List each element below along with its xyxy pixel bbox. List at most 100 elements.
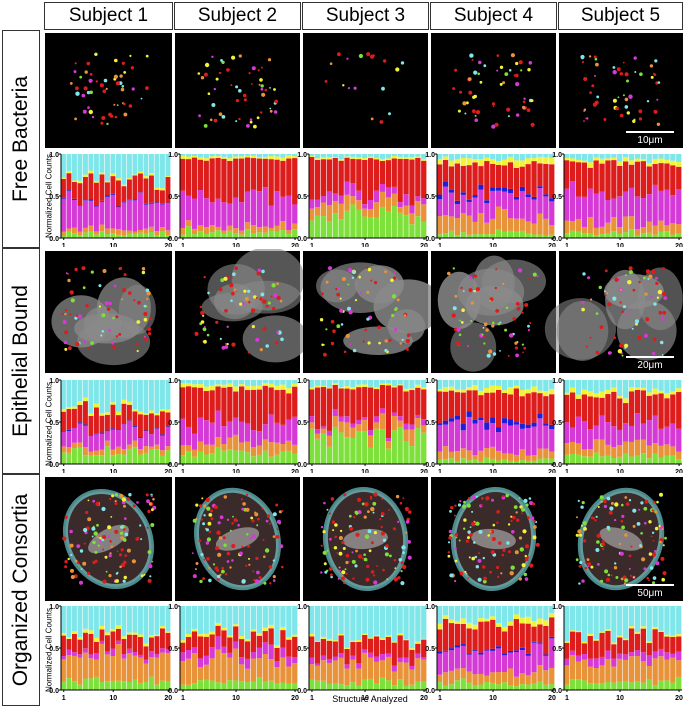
bar-segment-yellow bbox=[256, 633, 262, 636]
bar-segment-red bbox=[634, 390, 641, 414]
bar-segment-magenta bbox=[368, 430, 374, 436]
bar-segment-cyan bbox=[110, 380, 116, 403]
bacterium-dot bbox=[475, 565, 479, 569]
bacterium-dot bbox=[74, 62, 77, 65]
bar-segment-magenta bbox=[403, 194, 409, 206]
bar-segment-red bbox=[531, 626, 537, 642]
bacterium-dot bbox=[619, 288, 623, 291]
bar-segment-magenta bbox=[501, 655, 508, 673]
bacterium-dot bbox=[527, 68, 531, 72]
bacterium-dot bbox=[230, 84, 233, 87]
bar-segment-yellow bbox=[149, 173, 154, 176]
bar-segment-cyan bbox=[415, 154, 421, 157]
bacterium-dot bbox=[494, 122, 499, 127]
x-tick-label: 1 bbox=[310, 469, 314, 476]
bar-segment-magenta bbox=[549, 429, 555, 452]
bar-segment-cyan bbox=[664, 380, 670, 393]
bar-segment-magenta bbox=[233, 641, 239, 649]
bar-segment-yellow bbox=[611, 387, 617, 392]
bacterium-dot bbox=[333, 546, 338, 550]
bacterium-dot bbox=[465, 539, 469, 543]
bacterium-dot bbox=[321, 343, 324, 347]
bar-segment-yellow bbox=[676, 161, 682, 167]
bar-segment-green bbox=[454, 461, 460, 464]
bar-segment-orange bbox=[250, 225, 257, 234]
bar-segment-green bbox=[466, 234, 472, 238]
bar-segment-yellow bbox=[478, 390, 484, 396]
bar-segment-yellow bbox=[664, 159, 670, 164]
bar-segment-magenta bbox=[385, 653, 391, 657]
bar-segment-red bbox=[280, 389, 286, 425]
bar-segment-orange bbox=[292, 223, 298, 230]
bar-segment-red bbox=[409, 390, 415, 425]
bar-segment-orange bbox=[368, 435, 374, 448]
bar-segment-green bbox=[403, 685, 409, 690]
bacterium-dot bbox=[88, 109, 94, 115]
epithelial-cell bbox=[437, 271, 481, 330]
bar-segment-orange bbox=[83, 447, 88, 456]
bar-segment-cyan bbox=[138, 380, 143, 412]
bacterium-dot bbox=[636, 522, 641, 526]
bacterium-dot bbox=[194, 331, 199, 336]
bacterium-dot bbox=[136, 320, 141, 324]
bacterium-dot bbox=[496, 54, 500, 57]
micrograph-background bbox=[559, 33, 683, 148]
bacterium-dot bbox=[119, 531, 124, 535]
column-header-subject-3: Subject 3 bbox=[302, 2, 429, 30]
bar-segment-green bbox=[191, 683, 198, 690]
bar-segment-magenta bbox=[670, 195, 676, 224]
bacterium-dot bbox=[223, 543, 227, 547]
bar-segment-magenta bbox=[525, 197, 531, 222]
bar-segment-yellow bbox=[531, 386, 537, 393]
bacterium-dot bbox=[143, 573, 146, 576]
bacterium-dot bbox=[120, 525, 124, 529]
bacterium-dot bbox=[617, 96, 620, 99]
bacterium-dot bbox=[466, 503, 471, 508]
bacterium-dot bbox=[139, 524, 142, 527]
bar-segment-orange bbox=[617, 227, 623, 234]
bar-segment-yellow bbox=[88, 413, 94, 416]
bar-segment-cyan bbox=[309, 380, 315, 388]
bar-segment-red bbox=[362, 159, 368, 205]
bacterium-dot bbox=[471, 556, 476, 561]
y-tick-label: 1.0 bbox=[552, 152, 562, 159]
bar-segment-cyan bbox=[203, 380, 209, 387]
bar-segment-orange bbox=[280, 443, 286, 452]
bar-segment-magenta bbox=[466, 416, 472, 451]
bar-segment-magenta bbox=[286, 419, 292, 441]
bar-segment-green bbox=[215, 230, 221, 238]
bar-segment-cyan bbox=[143, 380, 149, 414]
bar-segment-orange bbox=[496, 672, 502, 685]
bar-segment-orange bbox=[262, 439, 268, 451]
bacterium-dot bbox=[145, 54, 149, 58]
bacterium-dot bbox=[251, 66, 256, 71]
bar-segment-yellow bbox=[203, 633, 209, 637]
bar-segment-red bbox=[531, 161, 537, 197]
bar-segment-orange bbox=[569, 221, 576, 231]
bar-segment-orange bbox=[581, 449, 587, 457]
bar-segment-yellow bbox=[239, 156, 245, 159]
bacterium-dot bbox=[492, 321, 495, 325]
bar-segment-green bbox=[519, 460, 525, 464]
bar-segment-yellow bbox=[391, 641, 397, 643]
bar-segment-blue bbox=[519, 647, 525, 651]
y-tick-label: 0.5 bbox=[168, 194, 178, 201]
bacterium-dot bbox=[518, 60, 523, 65]
bar-segment-cyan bbox=[634, 606, 641, 633]
bacterium-dot bbox=[369, 495, 373, 499]
bar-segment-cyan bbox=[652, 154, 658, 159]
bar-segment-orange bbox=[215, 437, 221, 448]
bacterium-dot bbox=[607, 302, 612, 307]
bar-segment-magenta bbox=[350, 183, 356, 197]
bar-segment-cyan bbox=[338, 606, 344, 635]
bar-segment-green bbox=[507, 460, 514, 464]
bacterium-dot bbox=[392, 276, 397, 280]
bacterium-dot bbox=[652, 581, 655, 585]
bar-segment-magenta bbox=[484, 429, 490, 449]
bacterium-dot bbox=[112, 316, 115, 320]
bar-segment-green bbox=[250, 233, 257, 238]
bacterium-dot bbox=[652, 337, 657, 342]
bar-segment-blue bbox=[490, 417, 496, 424]
bacterium-dot bbox=[238, 54, 242, 58]
bar-segment-magenta bbox=[448, 421, 455, 452]
